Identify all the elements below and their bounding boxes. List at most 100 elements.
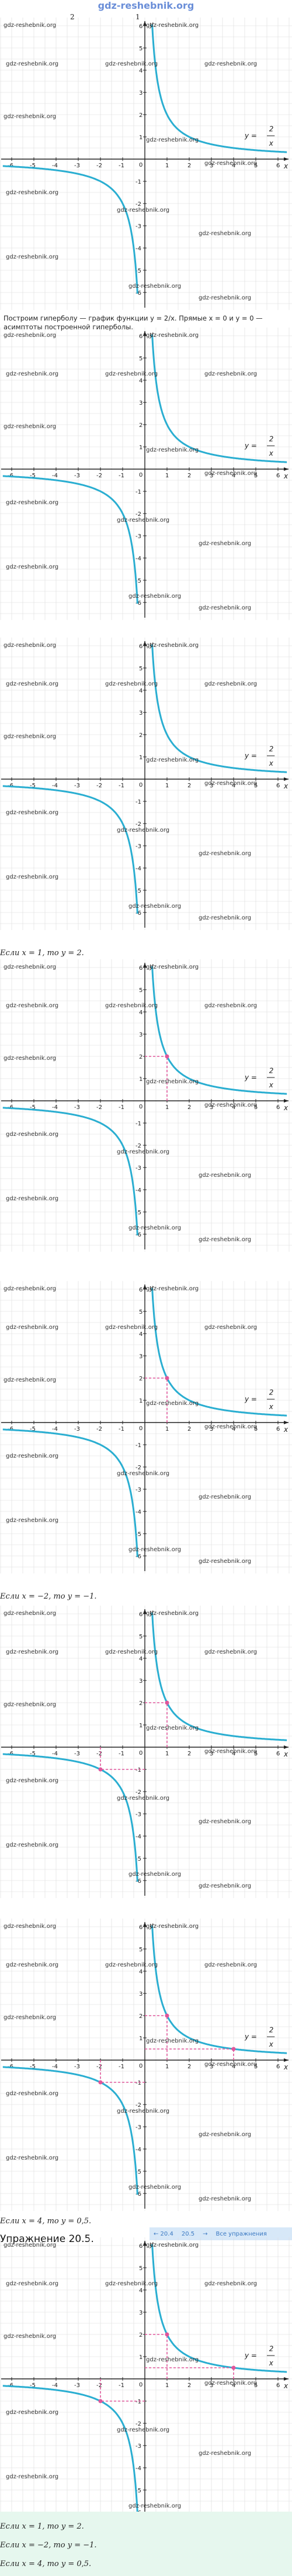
watermark-text: gdz-reshebnik.org: [204, 1102, 257, 1108]
y-tick-label: -4: [135, 1187, 141, 1194]
y-tick-label: -3: [135, 1812, 141, 1818]
x-tick-label: 5: [254, 1104, 258, 1111]
x-tick-label: -2: [96, 163, 102, 169]
point-m2-m1: [98, 2399, 103, 2403]
function-label-y: y =: [244, 2033, 257, 2041]
x-tick-label: 3: [210, 163, 213, 169]
y-tick-label: 2: [139, 2332, 142, 2339]
y-tick-label: -6: [135, 1232, 141, 1238]
y-axis-label: y: [149, 330, 154, 339]
x-axis-label: x: [283, 472, 288, 480]
x-axis-arrow-icon: [284, 1421, 288, 1424]
x-tick-label: -5: [30, 1426, 36, 1432]
y-tick-label: -2: [135, 201, 141, 208]
y-tick-label: -2: [135, 511, 141, 518]
y-tick-label: -2: [135, 1143, 141, 1149]
watermark-text: gdz-reshebnik.org: [204, 1649, 257, 1655]
y-tick-label: -1: [135, 1121, 141, 1127]
y-tick-label: -1: [135, 1767, 141, 1773]
watermark-text: gdz-reshebnik.org: [146, 1923, 199, 1930]
x-tick-label: -4: [52, 2382, 58, 2389]
y-tick-label: -6: [135, 290, 141, 297]
x-tick-label: 2: [187, 2382, 191, 2389]
nav-next-link[interactable]: →: [203, 2230, 208, 2237]
y-tick-label: -3: [135, 843, 141, 850]
y-tick-label: 5: [139, 1634, 142, 1640]
x-tick-label: 3: [210, 473, 213, 479]
watermark-text: gdz-reshebnik.org: [199, 2196, 251, 2202]
watermark-text: gdz-reshebnik.org: [199, 1494, 251, 1500]
watermark-text: gdz-reshebnik.org: [199, 2450, 251, 2457]
watermark-text: gdz-reshebnik.org: [199, 605, 251, 611]
watermark-text: gdz-reshebnik.org: [199, 1237, 251, 1243]
y-tick-label: -6: [135, 600, 141, 607]
watermark-text: gdz-reshebnik.org: [199, 1172, 251, 1179]
watermark-text: gdz-reshebnik.org: [4, 22, 56, 29]
watermark-text: gdz-reshebnik.org: [204, 371, 257, 377]
x-tick-label: 2: [187, 1104, 191, 1111]
nav-prev-link[interactable]: ← 20.4: [154, 2230, 173, 2237]
y-tick-label: -1: [135, 489, 141, 495]
x-tick-label: -2: [96, 2382, 102, 2389]
nav-all-link[interactable]: Все упражнения: [215, 2230, 267, 2237]
x-tick-label: -1: [119, 2064, 124, 2070]
x-tick-label: 1: [165, 1426, 169, 1432]
x-tick-label: 4: [232, 2064, 235, 2070]
hyperbola-branch-left: [2, 165, 138, 294]
y-tick-label: 4: [139, 1656, 142, 1662]
y-tick-label: 4: [139, 1969, 142, 1975]
hyperbola-branch-left: [2, 1753, 138, 1882]
y-tick-label: 4: [139, 2288, 142, 2294]
answer-1: Если x = 1, то y = 2.: [0, 2522, 84, 2531]
x-tick-label: 5: [254, 1426, 258, 1432]
coordinate-plane: xy0-6-5-4-3-2-112345687654321-1-2-3-4-5-…: [0, 1606, 292, 1898]
y-tick-label: -5: [135, 578, 141, 584]
watermark-text: gdz-reshebnik.org: [128, 2503, 181, 2509]
y-tick-label: -3: [135, 1487, 141, 1493]
y-axis-arrow-icon: [143, 963, 147, 967]
x-tick-label: 1: [165, 473, 169, 479]
function-label-x: x: [269, 139, 274, 147]
watermark-text: gdz-reshebnik.org: [6, 1517, 58, 1524]
y-tick-label: -3: [135, 1165, 141, 1172]
hyperbola-branch-left: [2, 1107, 138, 1236]
top-formula-denominator: 2: [70, 13, 75, 21]
x-axis-label: x: [283, 782, 288, 790]
watermark-text: gdz-reshebnik.org: [128, 1871, 181, 1878]
y-tick-label: 2: [139, 1054, 142, 1060]
y-tick-label: 1: [139, 2354, 142, 2361]
watermark-text: gdz-reshebnik.org: [117, 1470, 169, 1477]
y-tick-label: -2: [135, 2421, 141, 2427]
watermark-text: gdz-reshebnik.org: [4, 2333, 56, 2340]
watermark-text: gdz-reshebnik.org: [204, 1003, 257, 1009]
function-label-y: y =: [244, 132, 257, 140]
y-axis-arrow-icon: [143, 1922, 147, 1927]
x-tick-label: -4: [52, 1751, 58, 1757]
y-tick-label: -5: [135, 888, 141, 894]
watermark-text: gdz-reshebnik.org: [204, 1962, 257, 1968]
y-tick-label: -4: [135, 2465, 141, 2472]
y-tick-label: -4: [135, 866, 141, 872]
origin-label: 0: [139, 1425, 142, 1432]
y-tick-label: 5: [139, 46, 142, 52]
y-tick-label: 1: [139, 135, 142, 141]
y-axis-label: y: [149, 20, 154, 29]
y-tick-label: 3: [139, 2310, 142, 2316]
x-tick-label: 5: [254, 2064, 258, 2070]
x-tick-label: 4: [232, 473, 235, 479]
watermark-text: gdz-reshebnik.org: [146, 642, 199, 649]
watermark-text: gdz-reshebnik.org: [146, 1079, 199, 1085]
x-tick-label: 4: [232, 2382, 235, 2389]
y-tick-label: 6: [139, 333, 142, 340]
y-tick-label: 6: [139, 1924, 142, 1931]
answer-box: Если x = 1, то y = 2. Если x = −2, то y …: [0, 2512, 292, 2576]
watermark-text: gdz-reshebnik.org: [105, 1003, 158, 1009]
x-tick-label: -3: [74, 2064, 80, 2070]
exercise-heading: Упражнение 20.5.: [0, 2233, 94, 2245]
site-logo[interactable]: gdz-reshebnik.org: [98, 0, 194, 11]
watermark-text: gdz-reshebnik.org: [204, 1424, 257, 1430]
watermark-text: gdz-reshebnik.org: [199, 540, 251, 547]
x-tick-label: 2: [187, 473, 191, 479]
x-tick-label: 6: [276, 1426, 280, 1432]
x-tick-label: 5: [254, 783, 258, 789]
